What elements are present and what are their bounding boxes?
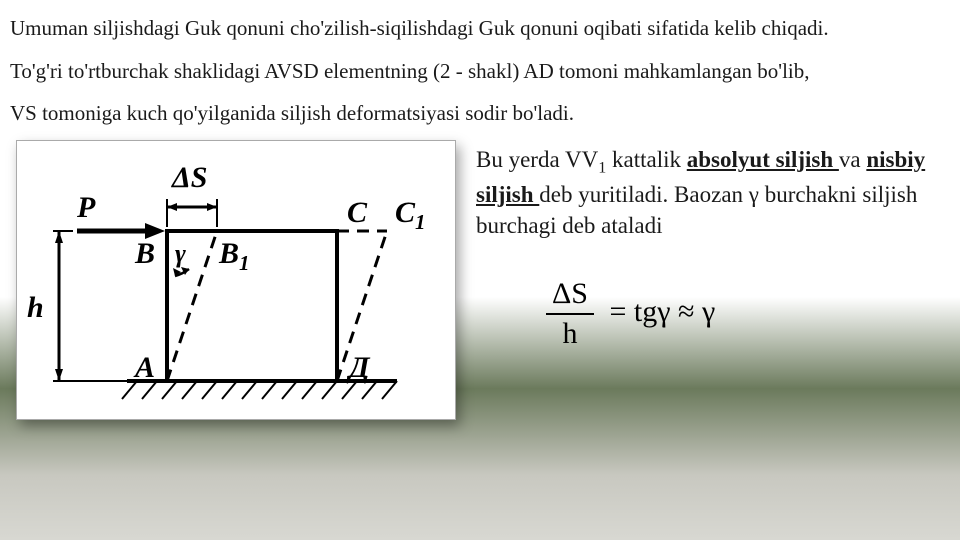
label-c1: С1 [395, 196, 426, 235]
label-b: В [135, 237, 155, 271]
label-b1: В1 [219, 237, 250, 276]
label-deltaS: ΔS [172, 161, 208, 195]
label-h: h [27, 291, 44, 325]
label-gamma: γ [175, 239, 186, 269]
shear-diagram: P ΔS С С1 В В1 γ h А Д [16, 140, 456, 420]
label-d: Д [349, 351, 370, 385]
shear-formula: ΔS h = tgγ ≈ γ [546, 277, 952, 351]
label-c: С [347, 196, 367, 230]
paragraph-3: VS tomoniga kuch qo'yilganida siljish de… [10, 97, 952, 130]
paragraph-2: To'g'ri to'rtburchak shaklidagi AVSD ele… [10, 55, 952, 88]
figure-description: Bu yerda VV1 kattalik absolyut siljish v… [476, 144, 952, 241]
label-a: А [135, 351, 155, 385]
paragraph-1: Umuman siljishdagi Guk qonuni cho'zilish… [10, 12, 952, 45]
label-p: P [77, 191, 95, 225]
